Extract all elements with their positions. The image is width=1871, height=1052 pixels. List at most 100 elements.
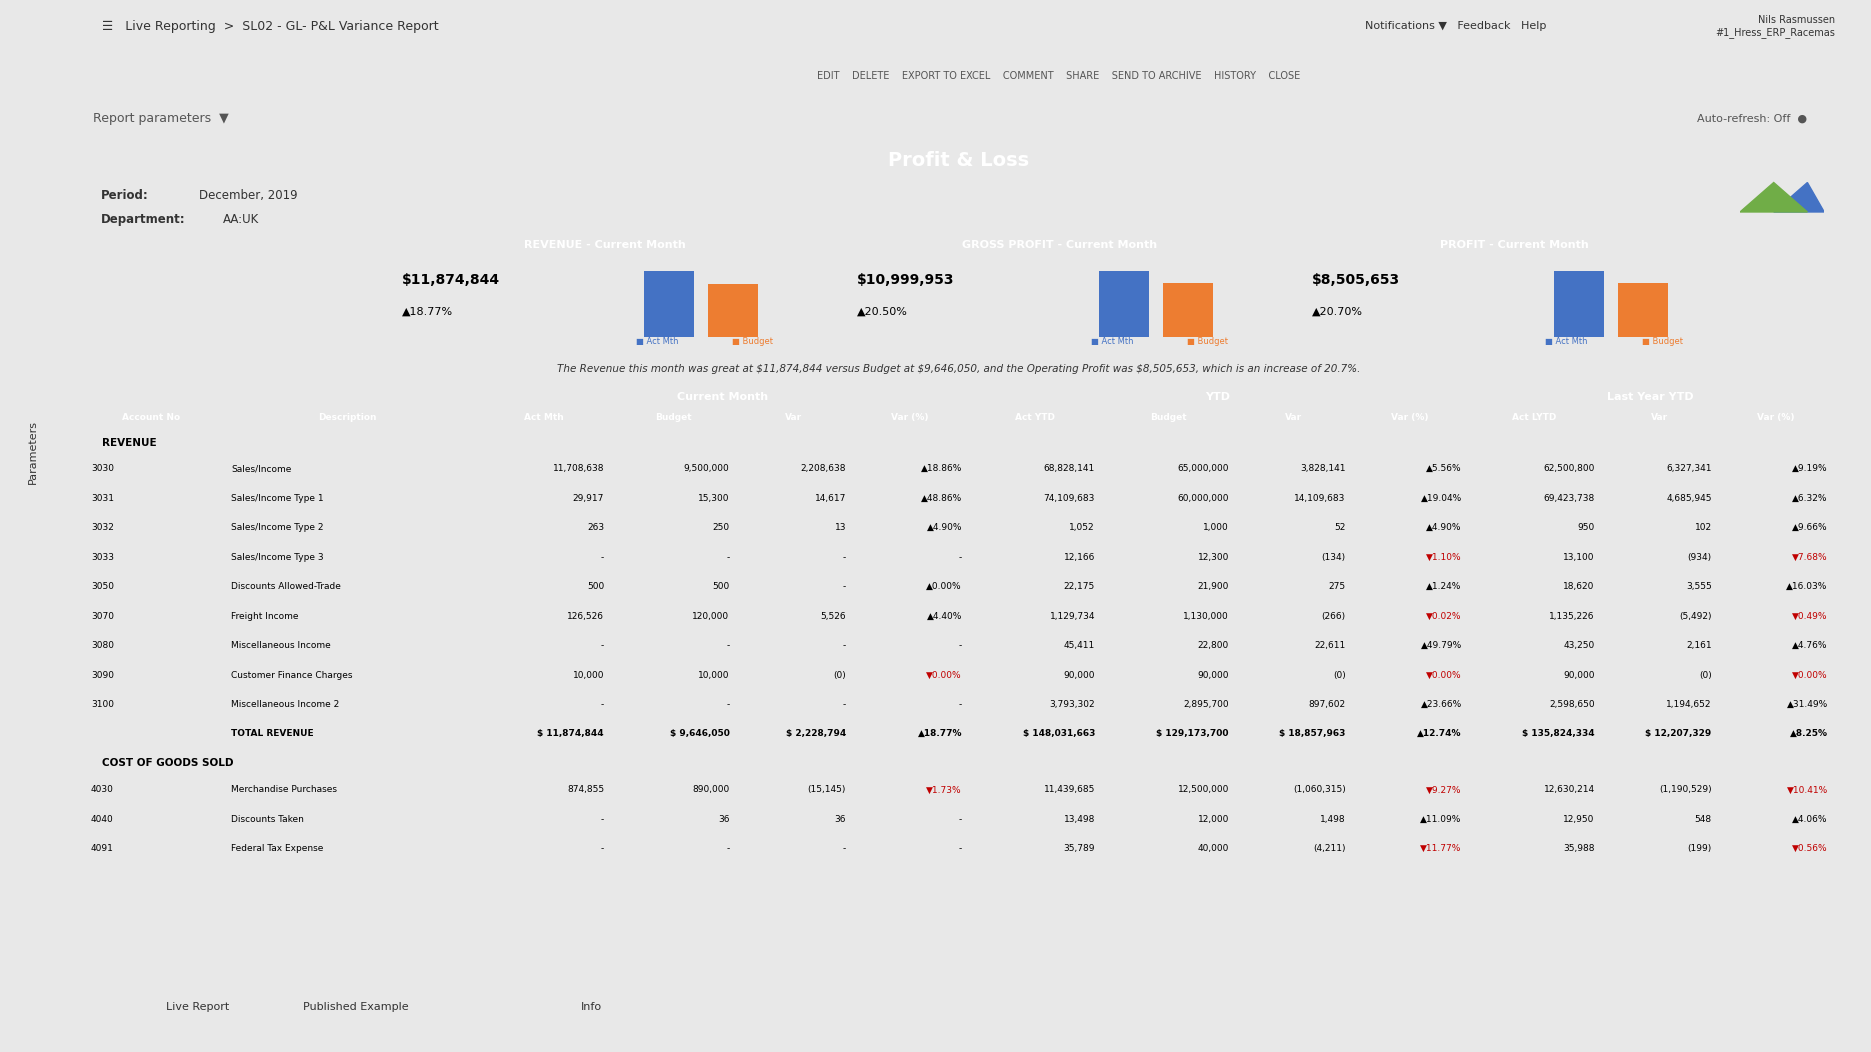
Text: $ 135,824,334: $ 135,824,334: [1523, 729, 1594, 739]
Polygon shape: [1774, 183, 1824, 213]
Text: ▼10.41%: ▼10.41%: [1787, 786, 1828, 794]
Text: Var (%): Var (%): [891, 412, 928, 422]
Text: (0): (0): [1699, 670, 1712, 680]
Text: 74,109,683: 74,109,683: [1044, 493, 1095, 503]
Text: -: -: [842, 700, 846, 709]
Text: Act LYTD: Act LYTD: [1512, 412, 1557, 422]
Text: ■ Budget: ■ Budget: [1186, 337, 1227, 346]
Text: (266): (266): [1321, 611, 1345, 621]
Text: PROFIT - Current Month: PROFIT - Current Month: [1441, 240, 1588, 249]
Text: 14,617: 14,617: [814, 493, 846, 503]
Text: $ 9,646,050: $ 9,646,050: [670, 729, 730, 739]
Text: Miscellaneous Income: Miscellaneous Income: [230, 641, 331, 650]
Text: Sales/Income Type 2: Sales/Income Type 2: [230, 523, 324, 532]
Text: Freight Income: Freight Income: [230, 611, 299, 621]
Text: 3033: 3033: [92, 552, 114, 562]
Text: Last Year YTD: Last Year YTD: [1607, 392, 1693, 403]
Text: ▲16.03%: ▲16.03%: [1787, 582, 1828, 591]
Text: Discounts Taken: Discounts Taken: [230, 815, 303, 824]
Text: Budget: Budget: [1151, 412, 1186, 422]
Text: Parameters: Parameters: [28, 421, 37, 484]
Text: (4,211): (4,211): [1313, 845, 1345, 853]
Text: -: -: [842, 582, 846, 591]
Text: ▲4.90%: ▲4.90%: [1426, 523, 1461, 532]
Text: Federal Tax Expense: Federal Tax Expense: [230, 845, 324, 853]
Text: ▲20.70%: ▲20.70%: [1312, 306, 1362, 317]
Text: 45,411: 45,411: [1065, 641, 1095, 650]
Text: 3070: 3070: [92, 611, 114, 621]
Text: 90,000: 90,000: [1564, 670, 1594, 680]
Text: 500: 500: [713, 582, 730, 591]
Text: Info: Info: [582, 1003, 602, 1012]
Text: 40,000: 40,000: [1197, 845, 1229, 853]
Text: -: -: [601, 700, 604, 709]
Text: Sales/Income Type 1: Sales/Income Type 1: [230, 493, 324, 503]
Text: Account No: Account No: [122, 412, 180, 422]
Text: ▲23.66%: ▲23.66%: [1420, 700, 1461, 709]
Text: 12,300: 12,300: [1197, 552, 1229, 562]
Text: 548: 548: [1695, 815, 1712, 824]
Text: 22,800: 22,800: [1197, 641, 1229, 650]
Text: Act YTD: Act YTD: [1014, 412, 1055, 422]
Text: AA:UK: AA:UK: [223, 213, 260, 225]
Text: Miscellaneous Income 2: Miscellaneous Income 2: [230, 700, 339, 709]
Text: -: -: [726, 641, 730, 650]
Text: 6,327,341: 6,327,341: [1667, 464, 1712, 473]
Text: ▼11.77%: ▼11.77%: [1420, 845, 1461, 853]
Text: -: -: [958, 700, 962, 709]
Text: -: -: [842, 641, 846, 650]
Text: ▼7.68%: ▼7.68%: [1792, 552, 1828, 562]
Text: ▲9.66%: ▲9.66%: [1792, 523, 1828, 532]
Text: -: -: [958, 815, 962, 824]
Text: 15,300: 15,300: [698, 493, 730, 503]
Text: Var: Var: [1285, 412, 1302, 422]
Text: 10,000: 10,000: [573, 670, 604, 680]
Text: ▲4.06%: ▲4.06%: [1792, 815, 1828, 824]
Text: Sales/Income: Sales/Income: [230, 464, 292, 473]
Text: 250: 250: [713, 523, 730, 532]
Text: Merchandise Purchases: Merchandise Purchases: [230, 786, 337, 794]
Text: Sales/Income Type 3: Sales/Income Type 3: [230, 552, 324, 562]
Text: 2,161: 2,161: [1686, 641, 1712, 650]
Text: 22,611: 22,611: [1315, 641, 1345, 650]
Bar: [1618, 283, 1667, 337]
Text: 9,500,000: 9,500,000: [683, 464, 730, 473]
Text: 22,175: 22,175: [1065, 582, 1095, 591]
Text: -: -: [601, 552, 604, 562]
Text: Auto-refresh: Off  ●: Auto-refresh: Off ●: [1697, 114, 1807, 123]
Text: 3030: 3030: [92, 464, 114, 473]
Text: ▲18.77%: ▲18.77%: [402, 306, 453, 317]
Text: -: -: [958, 552, 962, 562]
Text: 3,828,141: 3,828,141: [1300, 464, 1345, 473]
Text: $11,874,844: $11,874,844: [402, 274, 500, 287]
Text: Description: Description: [318, 412, 376, 422]
Text: EDIT    DELETE    EXPORT TO EXCEL    COMMENT    SHARE    SEND TO ARCHIVE    HIST: EDIT DELETE EXPORT TO EXCEL COMMENT SHAR…: [818, 72, 1300, 81]
Text: 1,135,226: 1,135,226: [1549, 611, 1594, 621]
Text: ▼0.02%: ▼0.02%: [1426, 611, 1461, 621]
Text: ▼1.10%: ▼1.10%: [1426, 552, 1461, 562]
Text: YTD: YTD: [1205, 392, 1231, 403]
Text: ▲20.50%: ▲20.50%: [857, 306, 907, 317]
Text: COST OF GOODS SOLD: COST OF GOODS SOLD: [101, 758, 234, 768]
Text: ▲0.00%: ▲0.00%: [926, 582, 962, 591]
Text: $ 18,857,963: $ 18,857,963: [1280, 729, 1345, 739]
Text: -: -: [842, 552, 846, 562]
Bar: [644, 271, 694, 337]
Text: December, 2019: December, 2019: [198, 189, 297, 202]
Text: 13,100: 13,100: [1564, 552, 1594, 562]
Text: 4040: 4040: [92, 815, 114, 824]
Text: -: -: [726, 552, 730, 562]
Text: ☰   Live Reporting  >  SL02 - GL- P&L Variance Report: ☰ Live Reporting > SL02 - GL- P&L Varian…: [101, 20, 438, 33]
Text: (134): (134): [1321, 552, 1345, 562]
Text: -: -: [601, 641, 604, 650]
Text: TOTAL REVENUE: TOTAL REVENUE: [230, 729, 314, 739]
Text: 21,900: 21,900: [1197, 582, 1229, 591]
Text: ▼0.56%: ▼0.56%: [1792, 845, 1828, 853]
Bar: [1164, 283, 1212, 337]
Text: 2,895,700: 2,895,700: [1182, 700, 1229, 709]
Text: 11,708,638: 11,708,638: [552, 464, 604, 473]
Text: 12,166: 12,166: [1063, 552, 1095, 562]
Text: (0): (0): [1332, 670, 1345, 680]
Text: -: -: [601, 845, 604, 853]
Text: (1,060,315): (1,060,315): [1293, 786, 1345, 794]
